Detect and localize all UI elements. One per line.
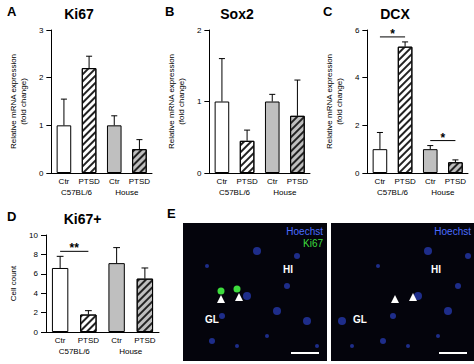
svg-text:*: * <box>441 131 446 145</box>
svg-text:A: A <box>7 4 17 19</box>
svg-text:GL: GL <box>353 314 367 325</box>
svg-text:(fold change): (fold change) <box>177 78 186 125</box>
svg-text:Ctr: Ctr <box>109 177 120 186</box>
svg-text:Ki67: Ki67 <box>64 6 94 22</box>
svg-text:Hoechst: Hoechst <box>434 226 471 237</box>
svg-text:0: 0 <box>197 169 202 178</box>
svg-text:PTSD: PTSD <box>78 336 100 345</box>
svg-text:E: E <box>167 206 176 221</box>
svg-text:C57BL/6: C57BL/6 <box>219 188 251 197</box>
svg-text:Ctr: Ctr <box>267 177 278 186</box>
svg-text:*: * <box>390 27 395 41</box>
svg-text:PTSD: PTSD <box>236 177 258 186</box>
svg-text:(fold change): (fold change) <box>19 78 28 125</box>
svg-text:Cell count: Cell count <box>9 265 18 301</box>
svg-text:0: 0 <box>34 328 39 337</box>
svg-text:Hoechst: Hoechst <box>286 226 323 237</box>
svg-text:House: House <box>115 188 139 197</box>
svg-text:House: House <box>273 188 297 197</box>
svg-text:Sox2: Sox2 <box>220 6 254 22</box>
svg-text:2: 2 <box>355 121 360 130</box>
svg-text:4: 4 <box>355 73 360 82</box>
svg-text:6: 6 <box>355 26 360 35</box>
svg-text:2: 2 <box>39 73 44 82</box>
svg-text:**: ** <box>70 241 80 255</box>
svg-text:PTSD: PTSD <box>129 177 151 186</box>
svg-text:Ctr: Ctr <box>55 336 66 345</box>
svg-text:Relative mRNA expression: Relative mRNA expression <box>167 54 176 149</box>
svg-text:Ctr: Ctr <box>59 177 70 186</box>
svg-text:8: 8 <box>34 250 39 259</box>
svg-text:10: 10 <box>29 231 38 240</box>
svg-text:(fold change): (fold change) <box>335 78 344 125</box>
svg-text:Ctr: Ctr <box>217 177 228 186</box>
svg-text:House: House <box>119 347 143 356</box>
svg-text:PTSD: PTSD <box>394 177 416 186</box>
svg-text:C: C <box>323 4 333 19</box>
svg-text:HI: HI <box>283 264 293 275</box>
svg-text:C57BL/6: C57BL/6 <box>377 188 409 197</box>
svg-text:PTSD: PTSD <box>134 336 156 345</box>
svg-text:HI: HI <box>431 264 441 275</box>
svg-text:4: 4 <box>34 289 39 298</box>
svg-text:0: 0 <box>39 169 44 178</box>
svg-text:House: House <box>431 188 455 197</box>
svg-text:C57BL/6: C57BL/6 <box>61 188 93 197</box>
svg-text:2: 2 <box>34 308 39 317</box>
svg-text:Relative mRNA expression: Relative mRNA expression <box>9 54 18 149</box>
svg-text:Ctr: Ctr <box>375 177 386 186</box>
svg-text:2: 2 <box>197 26 202 35</box>
svg-text:1: 1 <box>197 97 202 106</box>
svg-text:D: D <box>7 209 16 224</box>
svg-text:B: B <box>165 4 174 19</box>
svg-text:Relative mRNA expression: Relative mRNA expression <box>325 54 334 149</box>
svg-text:PTSD: PTSD <box>445 177 467 186</box>
svg-text:1: 1 <box>39 121 44 130</box>
svg-text:DCX: DCX <box>380 6 410 22</box>
svg-text:Ki67: Ki67 <box>303 238 323 249</box>
svg-text:Ki67+: Ki67+ <box>64 211 102 227</box>
svg-text:Ctr: Ctr <box>425 177 436 186</box>
svg-text:PTSD: PTSD <box>287 177 309 186</box>
svg-text:Ctr: Ctr <box>111 336 122 345</box>
svg-text:3: 3 <box>39 26 44 35</box>
svg-text:6: 6 <box>34 269 39 278</box>
svg-text:GL: GL <box>205 314 219 325</box>
svg-text:PTSD: PTSD <box>78 177 100 186</box>
svg-text:0: 0 <box>355 169 360 178</box>
svg-text:C57BL/6: C57BL/6 <box>59 347 91 356</box>
